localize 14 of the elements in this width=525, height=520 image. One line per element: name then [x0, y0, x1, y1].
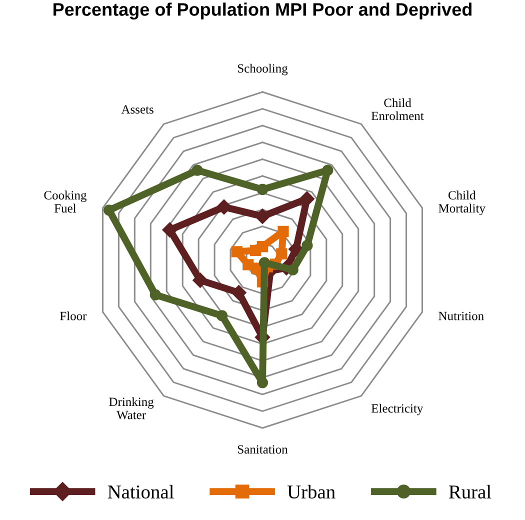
legend-label: National [108, 484, 174, 499]
spoke-label: Assets [121, 105, 154, 114]
spoke-label: Cooking Fuel [44, 190, 87, 213]
spoke-label: Child Enrolment [371, 98, 424, 120]
spoke-label: Floor [60, 311, 87, 320]
legend-label: Rural [448, 484, 492, 499]
spoke-label: Nutrition [438, 312, 484, 320]
spoke-label: Sanitation [238, 445, 288, 454]
legend-label: Urban [287, 484, 336, 499]
spoke-label: Child Mortality [438, 190, 486, 216]
spoke-label: Schooling [238, 64, 288, 76]
chart-title: Percentage of Population MPI Poor and Deprived [54, 2, 472, 20]
spoke-label: Drinking Water [109, 397, 154, 420]
spoke-label: Electricity [371, 404, 424, 416]
